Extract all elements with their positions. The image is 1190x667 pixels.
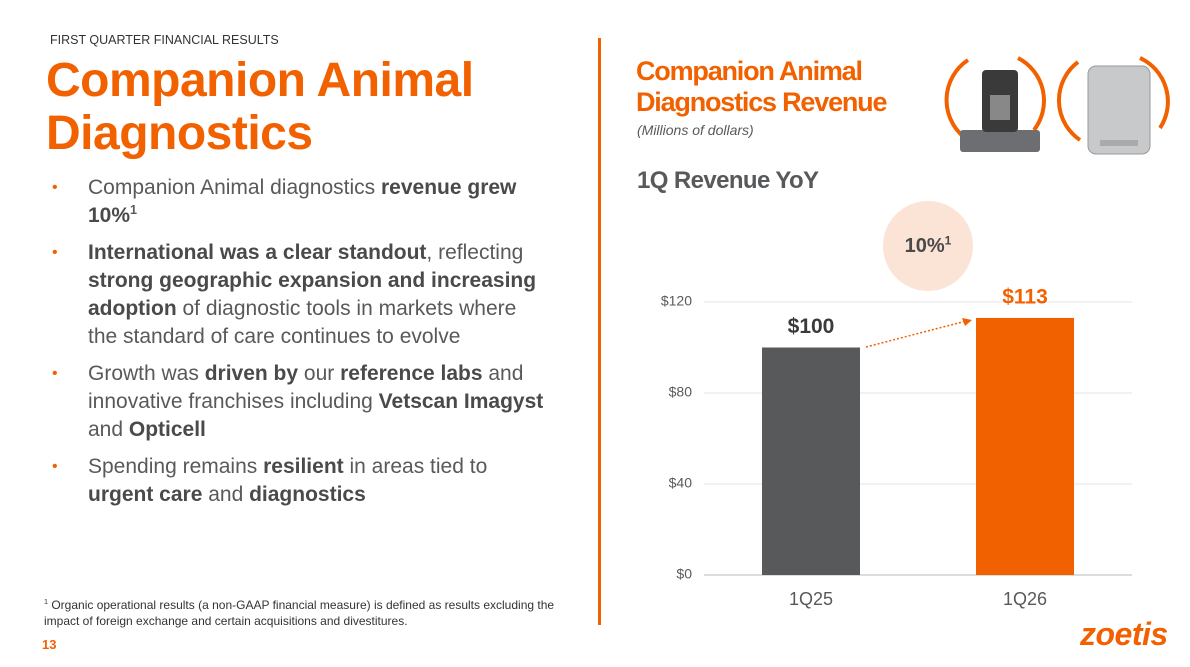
bullet-text: urgent care [88,483,203,506]
superscript: 1 [130,203,138,217]
bullet-text: and [88,418,129,441]
bullet-text: in areas tied to [343,455,488,478]
badge-sup: 1 [944,233,952,248]
badge-text: 10% [904,235,945,257]
bullet-text: reference labs [340,362,483,385]
x-tick-label: 1Q25 [789,589,833,609]
bullet-text: and innovative franchises including [88,362,524,413]
bullet-text: Vetscan Imagyst [378,390,544,413]
chart-subtitle: (Millions of dollars) [637,122,754,138]
device-images [944,56,1170,155]
y-tick-label: $80 [669,384,693,400]
bullet-text: of diagnostic tools in markets where the… [88,297,517,348]
bullet: Companion Animal diagnostics revenue gre… [50,174,550,230]
bullet-text: Growth was [88,362,205,385]
page-number: 13 [42,637,57,652]
bullet-text: Spending remains [88,455,264,478]
slide-title: Companion Animal Diagnostics [46,54,474,160]
y-tick-label: $120 [661,293,692,309]
value-label: $100 [788,315,835,338]
bullet-text: Companion Animal diagnostics [88,176,381,199]
y-tick-label: $0 [676,566,692,582]
bullet-text: our [298,362,341,385]
divider [598,38,601,625]
bullet-text: International was a clear standout [88,241,427,264]
bullet-text: diagnostics [249,483,366,506]
chart-title: Companion Animal Diagnostics Revenue [636,56,887,117]
arrow-head [962,318,972,326]
bullet-list: Companion Animal diagnostics revenue gre… [50,174,550,518]
bar [976,317,1074,575]
bullet: Growth was driven by our reference labs … [50,360,550,444]
bullet-text: driven by [204,362,299,385]
y-tick-label: $40 [669,475,693,491]
bar [762,347,860,575]
bullet: Spending remains resilient in areas tied… [50,453,550,509]
logo: zoetis [1080,616,1168,652]
growth-arrow [865,320,967,348]
footnote-mark: 1 [44,597,48,606]
growth-badge: 10%1 [883,201,973,291]
bullet-text: strong geographic expansion and increasi… [88,269,537,320]
bullet-text: revenue grew 10% [88,176,517,227]
bullet-text: resilient [263,455,344,478]
kicker: FIRST QUARTER FINANCIAL RESULTS [50,33,279,47]
bullet-text: , reflecting [426,241,524,264]
footnote: 1 Organic operational results (a non-GAA… [44,597,564,629]
value-label: $113 [1002,285,1048,308]
x-tick-label: 1Q26 [1003,589,1047,609]
footnote-text: Organic operational results (a non-GAAP … [44,598,555,628]
chart-heading: 1Q Revenue YoY [637,167,819,194]
bullet-text: and [202,483,250,506]
bullet: International was a clear standout, refl… [50,239,550,351]
bullet-text: Opticell [128,418,206,441]
